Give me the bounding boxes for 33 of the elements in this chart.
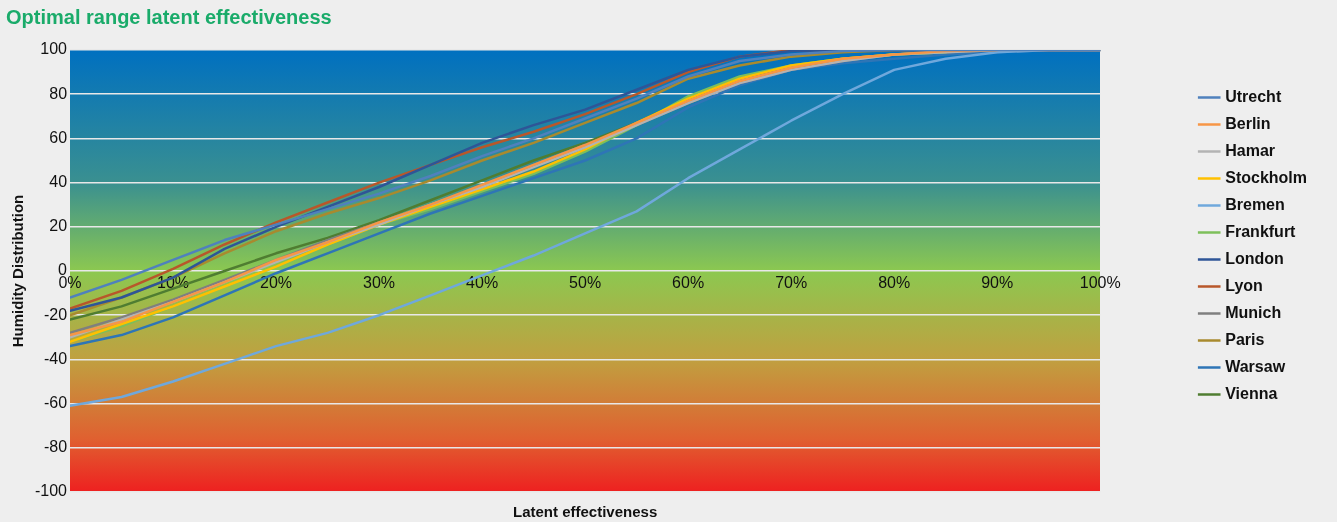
legend-label: Vienna [1225, 384, 1278, 402]
legend-label: Hamar [1225, 141, 1276, 159]
y-tick-label: -100 [34, 482, 68, 500]
chart-title: Optimal range latent effectiveness [6, 5, 332, 28]
legend-label: Utrecht [1225, 87, 1282, 105]
y-tick-label: -20 [43, 305, 68, 323]
x-tick-label: 50% [569, 274, 602, 292]
y-axis-title: Humidity Distribution [9, 194, 27, 348]
legend-label: Bremen [1225, 195, 1285, 213]
legend-label: Berlin [1225, 114, 1271, 132]
x-tick-label: 20% [260, 274, 293, 292]
x-tick-label: 90% [981, 274, 1014, 292]
legend-label: London [1225, 249, 1284, 267]
legend-label: Stockholm [1225, 168, 1308, 186]
x-axis-title: Latent effectiveness [513, 502, 658, 520]
y-tick-label: -60 [43, 394, 68, 412]
x-tick-label: 0% [58, 274, 82, 292]
y-tick-label: 40 [49, 173, 68, 191]
y-tick-label: -40 [43, 349, 68, 367]
x-tick-label: 30% [363, 274, 396, 292]
y-tick-label: 100 [40, 40, 68, 58]
x-tick-label: 60% [672, 274, 705, 292]
y-tick-label: -80 [43, 438, 68, 456]
y-tick-label: 80 [49, 84, 68, 102]
legend-label: Frankfurt [1225, 222, 1297, 240]
x-tick-label: 80% [878, 274, 911, 292]
legend-label: Lyon [1225, 276, 1263, 294]
x-tick-label: 70% [775, 274, 808, 292]
legend-label: Warsaw [1225, 357, 1286, 375]
legend-label: Paris [1225, 330, 1265, 348]
y-tick-label: 20 [49, 217, 68, 235]
y-tick-label: 60 [49, 128, 68, 146]
legend-label: Munich [1225, 303, 1282, 321]
